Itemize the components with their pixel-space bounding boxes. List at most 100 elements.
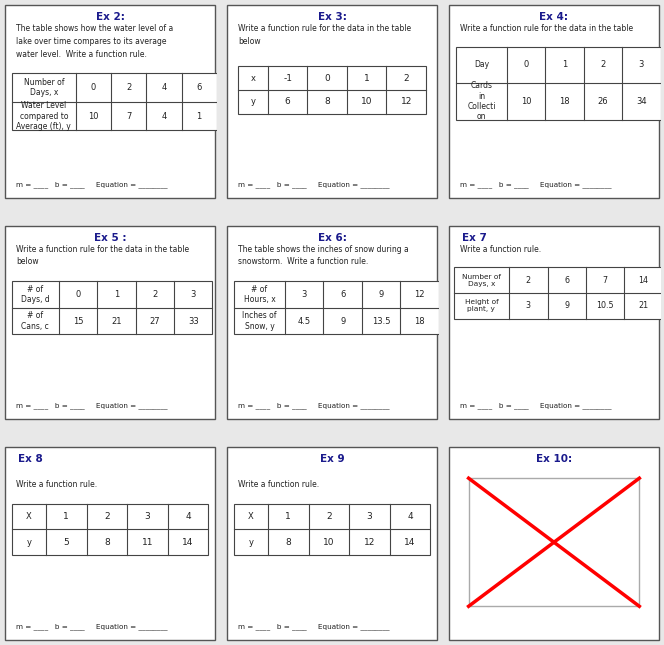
Text: 0: 0 [76,290,80,299]
Text: 4.5: 4.5 [297,317,311,326]
Text: 8: 8 [286,538,291,547]
Text: 0: 0 [324,74,330,83]
FancyBboxPatch shape [227,5,437,198]
Text: 10: 10 [88,112,99,121]
FancyBboxPatch shape [450,446,659,640]
Text: 2: 2 [403,74,409,83]
Text: 3: 3 [191,290,196,299]
Text: 10: 10 [323,538,335,547]
Text: snowstorm.  Write a function rule.: snowstorm. Write a function rule. [238,257,369,266]
Text: 2: 2 [326,512,331,521]
FancyBboxPatch shape [450,226,659,419]
Text: Height of
plant, y: Height of plant, y [465,299,498,312]
Text: m = ____   b = ____     Equation = ________: m = ____ b = ____ Equation = ________ [238,402,390,409]
Text: 10: 10 [361,97,373,106]
Text: 3: 3 [367,512,373,521]
Text: m = ____   b = ____     Equation = ________: m = ____ b = ____ Equation = ________ [16,182,167,188]
Text: 7: 7 [603,275,608,284]
FancyBboxPatch shape [5,5,214,198]
Text: 14: 14 [639,275,649,284]
Text: below: below [238,37,261,46]
Bar [12,504,208,555]
Text: -1: -1 [284,74,292,83]
Text: Ex 8: Ex 8 [19,453,43,464]
Text: 10: 10 [521,97,531,106]
Bar [454,267,663,319]
Text: m = ____   b = ____     Equation = ________: m = ____ b = ____ Equation = ________ [16,402,167,409]
Text: 3: 3 [301,290,307,299]
Text: 3: 3 [526,301,531,310]
Text: 4: 4 [185,512,191,521]
Text: 1: 1 [197,112,202,121]
FancyBboxPatch shape [450,5,659,198]
Text: Write a function rule for the data in the table: Write a function rule for the data in th… [238,24,411,33]
Text: m = ____   b = ____     Equation = ________: m = ____ b = ____ Equation = ________ [460,182,612,188]
Text: 26: 26 [598,97,608,106]
Text: Day: Day [474,61,489,69]
FancyBboxPatch shape [227,226,437,419]
Text: Ex 3:: Ex 3: [317,12,347,22]
Text: 15: 15 [73,317,83,326]
Text: 14: 14 [404,538,416,547]
Text: Write a function rule for the data in the table: Write a function rule for the data in th… [460,24,633,33]
Bar [12,281,212,334]
Text: 13.5: 13.5 [372,317,390,326]
Text: 3: 3 [145,512,150,521]
Bar [12,73,216,130]
Text: 18: 18 [559,97,570,106]
Text: 4: 4 [161,112,167,121]
Text: 1: 1 [562,61,567,69]
Text: 1: 1 [364,74,370,83]
FancyBboxPatch shape [227,446,437,640]
Text: 1: 1 [114,290,119,299]
Text: Cards
in
Collecti
on: Cards in Collecti on [467,81,495,121]
Text: Write a function rule.: Write a function rule. [16,480,97,489]
Text: m = ____   b = ____     Equation = ________: m = ____ b = ____ Equation = ________ [460,402,612,409]
Text: 33: 33 [188,317,199,326]
Text: water level.  Write a function rule.: water level. Write a function rule. [16,50,147,59]
Text: 12: 12 [364,538,375,547]
Text: Ex 10:: Ex 10: [536,453,572,464]
Text: 2: 2 [600,61,606,69]
Text: Write a function rule for the data in the table: Write a function rule for the data in th… [16,244,189,253]
Text: Write a function rule.: Write a function rule. [460,244,541,253]
Text: 8: 8 [324,97,330,106]
Text: 4: 4 [161,83,167,92]
Text: 10.5: 10.5 [596,301,614,310]
Text: Water Level
compared to
Average (ft), y: Water Level compared to Average (ft), y [17,101,71,131]
Text: X: X [26,512,32,521]
Bar [234,504,430,555]
Text: 34: 34 [636,97,647,106]
Text: 7: 7 [126,112,131,121]
Text: X: X [248,512,254,521]
Bar [469,478,639,606]
Text: Write a function rule.: Write a function rule. [238,480,319,489]
Text: Inches of
Snow, y: Inches of Snow, y [242,312,277,331]
Text: 2: 2 [126,83,131,92]
Text: 4: 4 [407,512,413,521]
Text: y: y [248,538,254,547]
Text: The table shows the inches of snow during a: The table shows the inches of snow durin… [238,244,409,253]
Bar [456,46,661,119]
Text: 0: 0 [524,61,529,69]
FancyBboxPatch shape [5,226,214,419]
Text: y: y [27,538,31,547]
Text: m = ____   b = ____     Equation = ________: m = ____ b = ____ Equation = ________ [16,623,167,630]
Text: Ex 2:: Ex 2: [96,12,124,22]
Text: m = ____   b = ____     Equation = ________: m = ____ b = ____ Equation = ________ [238,623,390,630]
Text: Ex 5 :: Ex 5 : [94,233,126,243]
Text: 5: 5 [63,538,69,547]
Text: 21: 21 [111,317,122,326]
Text: 2: 2 [526,275,531,284]
Text: 12: 12 [400,97,412,106]
Text: lake over time compares to its average: lake over time compares to its average [16,37,167,46]
Text: 6: 6 [197,83,202,92]
Text: 9: 9 [378,290,384,299]
Text: 6: 6 [285,97,291,106]
Text: 2: 2 [152,290,157,299]
Text: # of
Days, d: # of Days, d [21,284,50,304]
Text: 3: 3 [639,61,644,69]
Bar [234,281,439,334]
Text: y: y [250,97,256,106]
Text: Number of
Days, x: Number of Days, x [462,273,501,286]
